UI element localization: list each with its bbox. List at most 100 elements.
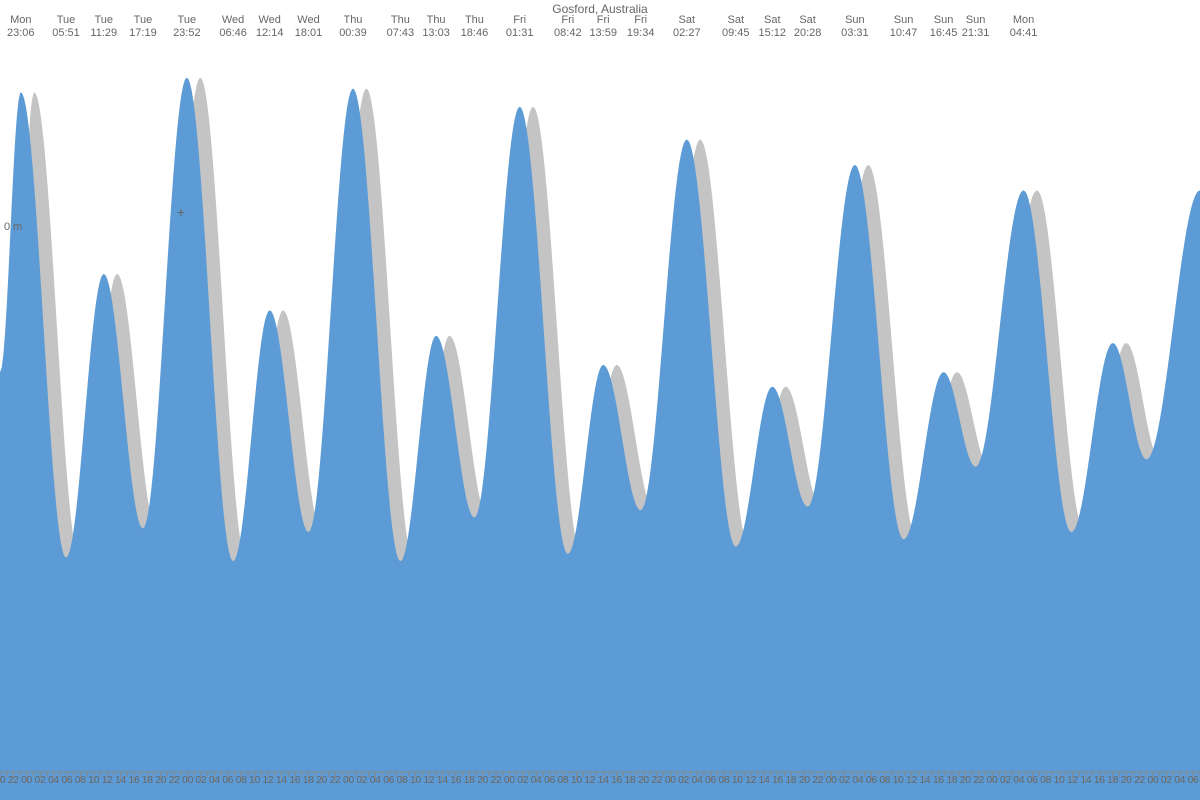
tide-event-label: Fri19:34 bbox=[627, 14, 655, 40]
tide-event-time: 13:03 bbox=[422, 27, 450, 40]
tide-event-time: 03:31 bbox=[841, 27, 869, 40]
x-tick-label: 10 bbox=[732, 775, 743, 786]
x-tick-label: 02 bbox=[517, 775, 528, 786]
tide-event-label: Mon23:06 bbox=[7, 14, 35, 40]
tide-event-day: Sun bbox=[890, 14, 918, 27]
x-tick-label: 02 bbox=[196, 775, 207, 786]
x-tick-label: 12 bbox=[745, 775, 756, 786]
x-tick-label: 10 bbox=[88, 775, 99, 786]
x-tick-label: 08 bbox=[879, 775, 890, 786]
tide-event-time: 15:12 bbox=[759, 27, 787, 40]
x-tick-label: 10 bbox=[249, 775, 260, 786]
x-tick-label: 20 bbox=[316, 775, 327, 786]
x-tick-label: 20 bbox=[155, 775, 166, 786]
x-tick-label: 20 bbox=[638, 775, 649, 786]
x-tick-label: 08 bbox=[236, 775, 247, 786]
tide-event-label: Thu00:39 bbox=[339, 14, 367, 40]
x-tick-label: 10 bbox=[893, 775, 904, 786]
x-tick-label: 16 bbox=[1094, 775, 1105, 786]
tide-event-label: Tue11:29 bbox=[90, 14, 117, 40]
x-tick-label: 00 bbox=[21, 775, 32, 786]
tide-event-day: Wed bbox=[219, 14, 247, 27]
x-tick-label: 16 bbox=[289, 775, 300, 786]
tide-event-day: Sat bbox=[673, 14, 701, 27]
tide-event-day: Sun bbox=[962, 14, 990, 27]
x-tick-label: 14 bbox=[920, 775, 931, 786]
x-tick-label: 06 bbox=[1188, 775, 1199, 786]
tide-event-day: Thu bbox=[461, 14, 489, 27]
x-tick-label: 10 bbox=[410, 775, 421, 786]
x-tick-label: 02 bbox=[1000, 775, 1011, 786]
x-tick-label: 06 bbox=[544, 775, 555, 786]
x-tick-label: 00 bbox=[182, 775, 193, 786]
x-tick-label: 04 bbox=[1174, 775, 1185, 786]
x-tick-label: 08 bbox=[558, 775, 569, 786]
x-tick-label: 20 bbox=[477, 775, 488, 786]
x-tick-label: 22 bbox=[169, 775, 180, 786]
x-tick-label: 08 bbox=[1040, 775, 1051, 786]
tide-event-day: Thu bbox=[339, 14, 367, 27]
tide-event-label: Sat02:27 bbox=[673, 14, 701, 40]
x-tick-label: 18 bbox=[946, 775, 957, 786]
x-tick-label: 04 bbox=[1013, 775, 1024, 786]
tide-event-time: 23:06 bbox=[7, 27, 35, 40]
x-tick-label: 04 bbox=[692, 775, 703, 786]
x-tick-label: 14 bbox=[437, 775, 448, 786]
tide-event-time: 20:28 bbox=[794, 27, 822, 40]
tide-event-day: Tue bbox=[52, 14, 80, 27]
tide-event-label: Tue17:19 bbox=[129, 14, 157, 40]
tide-event-time: 07:43 bbox=[387, 27, 415, 40]
tide-event-day: Sat bbox=[794, 14, 822, 27]
tide-event-time: 01:31 bbox=[506, 27, 534, 40]
tide-event-day: Sat bbox=[759, 14, 787, 27]
chart-svg bbox=[0, 0, 1200, 800]
tide-event-time: 12:14 bbox=[256, 27, 284, 40]
tide-event-label: Tue05:51 bbox=[52, 14, 80, 40]
x-tick-label: 06 bbox=[1027, 775, 1038, 786]
tide-event-time: 18:46 bbox=[461, 27, 489, 40]
tide-event-time: 19:34 bbox=[627, 27, 655, 40]
tide-event-label: Wed06:46 bbox=[219, 14, 247, 40]
tide-event-time: 00:39 bbox=[339, 27, 367, 40]
tide-event-time: 11:29 bbox=[90, 27, 117, 40]
x-tick-label: 06 bbox=[383, 775, 394, 786]
x-tick-label: 16 bbox=[933, 775, 944, 786]
tide-event-label: Tue23:52 bbox=[173, 14, 201, 40]
x-tick-label: 00 bbox=[665, 775, 676, 786]
tide-event-day: Sun bbox=[841, 14, 869, 27]
x-tick-label: 16 bbox=[450, 775, 461, 786]
tide-event-day: Fri bbox=[627, 14, 655, 27]
tide-event-time: 18:01 bbox=[295, 27, 323, 40]
tide-event-time: 02:27 bbox=[673, 27, 701, 40]
x-tick-label: 18 bbox=[303, 775, 314, 786]
x-tick-label: 18 bbox=[464, 775, 475, 786]
x-tick-label: 00 bbox=[504, 775, 515, 786]
tide-event-time: 09:45 bbox=[722, 27, 750, 40]
x-tick-label: 02 bbox=[356, 775, 367, 786]
x-tick-label: 08 bbox=[718, 775, 729, 786]
x-tick-label: 22 bbox=[812, 775, 823, 786]
x-tick-label: 12 bbox=[1067, 775, 1078, 786]
x-tick-label: 10 bbox=[571, 775, 582, 786]
tide-area-main bbox=[0, 78, 1200, 800]
tide-event-label: Thu18:46 bbox=[461, 14, 489, 40]
tide-event-time: 04:41 bbox=[1010, 27, 1038, 40]
x-tick-label: 12 bbox=[584, 775, 595, 786]
tide-event-label: Sun10:47 bbox=[890, 14, 918, 40]
x-tick-label: 02 bbox=[35, 775, 46, 786]
tide-event-day: Fri bbox=[554, 14, 582, 27]
tide-event-day: Wed bbox=[256, 14, 284, 27]
x-tick-label: 12 bbox=[906, 775, 917, 786]
tide-event-label: Thu13:03 bbox=[422, 14, 450, 40]
x-tick-label: 06 bbox=[61, 775, 72, 786]
x-tick-label: 04 bbox=[853, 775, 864, 786]
x-tick-label: 20 bbox=[0, 775, 6, 786]
x-tick-label: 02 bbox=[678, 775, 689, 786]
tide-event-day: Mon bbox=[7, 14, 35, 27]
tide-event-day: Fri bbox=[589, 14, 617, 27]
x-tick-label: 18 bbox=[142, 775, 153, 786]
tide-event-day: Thu bbox=[422, 14, 450, 27]
tide-event-day: Fri bbox=[506, 14, 534, 27]
tide-event-label: Fri08:42 bbox=[554, 14, 582, 40]
tide-event-time: 05:51 bbox=[52, 27, 80, 40]
